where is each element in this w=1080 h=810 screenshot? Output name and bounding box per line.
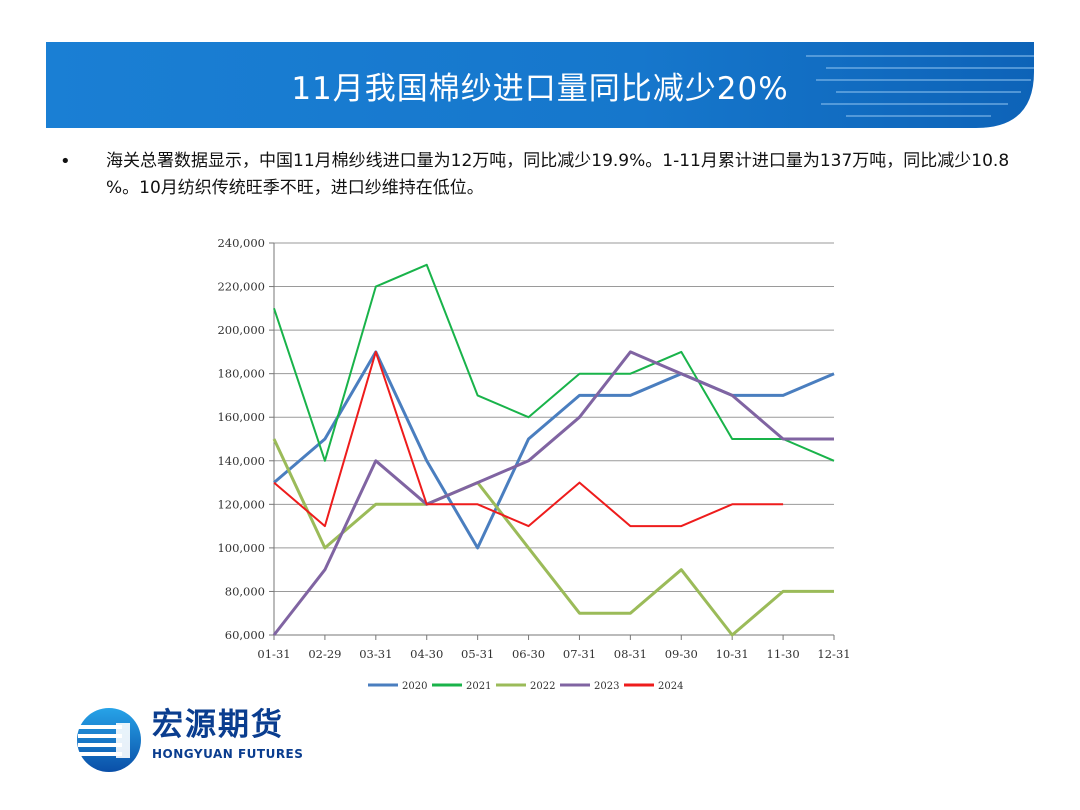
banner-background (46, 42, 1034, 128)
legend-label-2023: 2023 (594, 681, 619, 692)
logo-english-name: HONGYUAN FUTURES (152, 747, 304, 761)
cotton-yarn-import-chart: 60,000 80,000 100,000 120,000 140,000 160,000… (217, 236, 850, 692)
y-tick-label: 140,000 (217, 454, 265, 468)
x-tick-label: 09-30 (665, 647, 698, 661)
series-line-2022 (272, 438, 834, 637)
y-tick-label: 120,000 (217, 497, 265, 511)
y-tick-label: 240,000 (217, 236, 265, 250)
x-tick-label: 02-29 (308, 647, 341, 661)
legend-label-2020: 2020 (402, 681, 427, 692)
summary-text: 海关总署数据显示，中国11月棉纱线进口量为12万吨，同比减少19.9%。1-11… (106, 151, 1010, 198)
y-tick-label: 60,000 (225, 628, 265, 642)
series-line-2023 (272, 350, 834, 636)
y-tick-label: 180,000 (217, 367, 265, 381)
x-tick-label: 07-31 (563, 647, 596, 661)
x-tick-label: 06-30 (512, 647, 545, 661)
x-tick-label: 04-30 (410, 647, 443, 661)
title-banner: 11月我国棉纱进口量同比减少20% (46, 42, 1034, 128)
x-tick-label: 12-31 (817, 647, 850, 661)
summary-bullet: • 海关总署数据显示，中国11月棉纱线进口量为12万吨，同比减少19.9%。1-… (60, 148, 1030, 202)
logo-mark-icon (77, 708, 141, 772)
x-tick-label: 08-31 (614, 647, 647, 661)
x-tick-label: 01-31 (257, 647, 290, 661)
y-tick-label: 100,000 (217, 541, 265, 555)
bullet-marker: • (60, 151, 71, 172)
chart-legend: 2020 2021 2022 2023 2024 (368, 681, 683, 692)
y-tick-label: 160,000 (217, 410, 265, 424)
legend-label-2021: 2021 (466, 681, 491, 692)
x-tick-label: 05-31 (461, 647, 494, 661)
series-line-2024 (273, 350, 784, 528)
chart-series (272, 263, 835, 637)
legend-label-2024: 2024 (658, 681, 683, 692)
x-tick-label: 03-31 (359, 647, 392, 661)
series-line-2020 (273, 350, 835, 550)
legend-label-2022: 2022 (530, 681, 555, 692)
x-tick-label: 10-31 (716, 647, 749, 661)
y-tick-label: 220,000 (217, 280, 265, 294)
company-logo: 宏源期货 HONGYUAN FUTURES (76, 705, 316, 775)
page-title: 11月我国棉纱进口量同比减少20% (291, 70, 789, 107)
y-tick-label: 200,000 (217, 323, 265, 337)
y-tick-label: 80,000 (225, 584, 265, 598)
x-tick-label: 11-30 (767, 647, 800, 661)
logo-chinese-name: 宏源期货 (152, 707, 284, 743)
series-line-2021 (273, 263, 835, 462)
